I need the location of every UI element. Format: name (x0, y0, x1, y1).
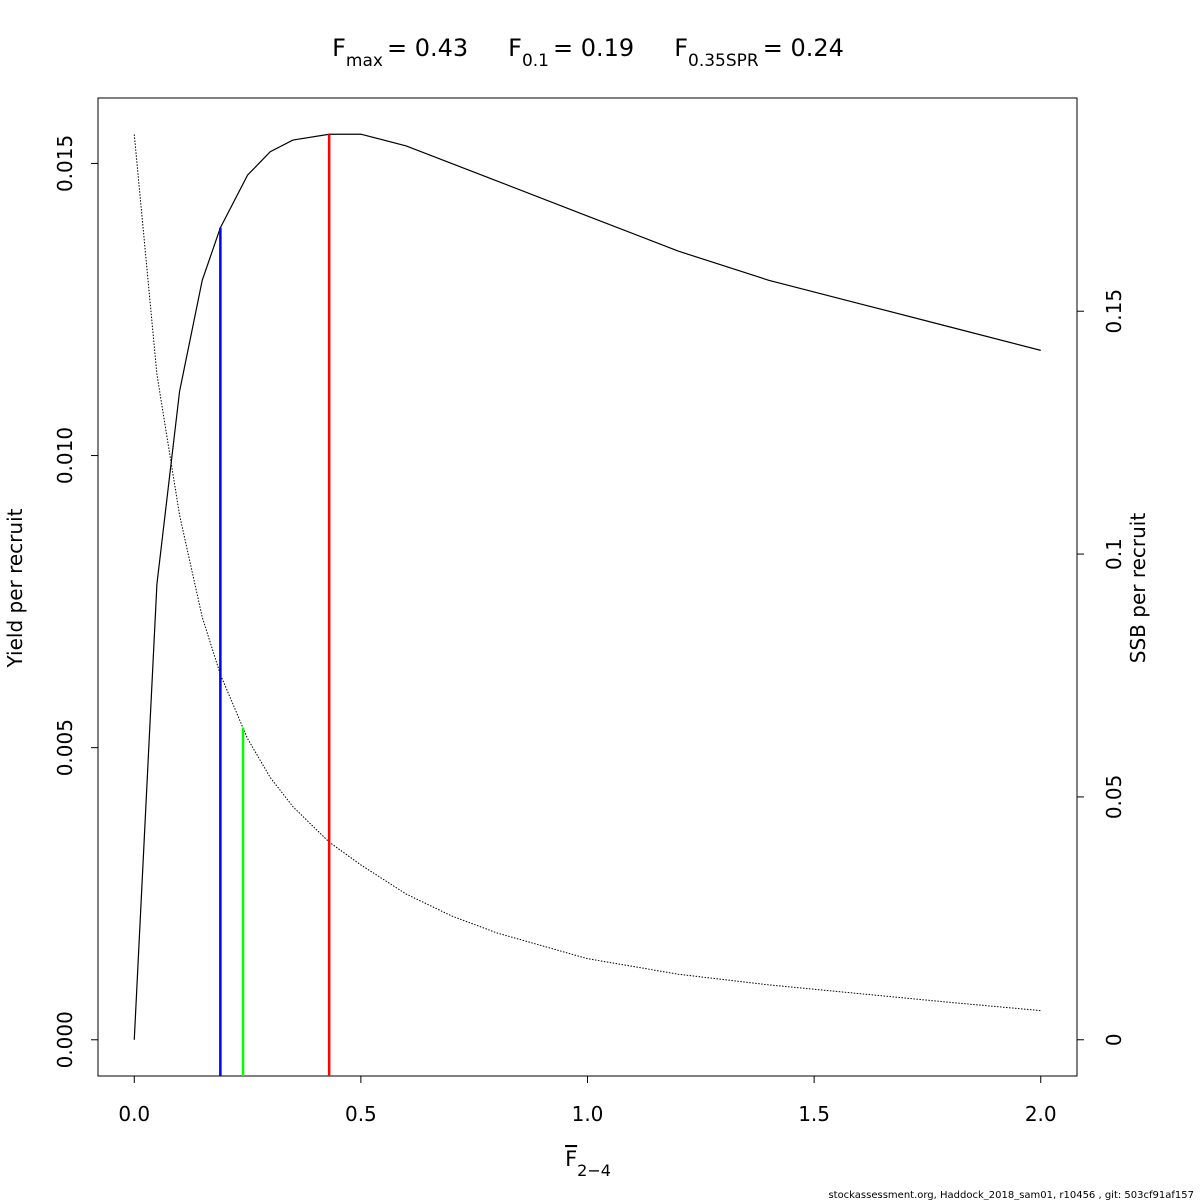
y-axis-title: Yield per recruit (3, 508, 27, 668)
chart-title: Fmax = 0.43 F0.1 = 0.19 F0.35SPR = 0.24 (332, 34, 844, 71)
y2-tick-label: 0.15 (1102, 289, 1126, 334)
title-symbol: F (508, 34, 522, 62)
x-tick-label: 1.5 (798, 1102, 830, 1126)
x-axis-subscript: 2−4 (577, 1161, 611, 1180)
x-tick-label: 0.5 (345, 1102, 377, 1126)
title-value: = 0.43 (387, 34, 468, 62)
title-symbol: F (674, 34, 688, 62)
y2-tick-label: 0 (1102, 1033, 1126, 1046)
footer: stockassessment.org, Haddock_2018_sam01,… (828, 1190, 1194, 1200)
y2-tick-label: 0.05 (1102, 775, 1126, 820)
title-symbol: F (332, 34, 346, 62)
title-value: = 0.19 (553, 34, 634, 62)
y-tick-label: 0.010 (53, 427, 77, 484)
y-tick-label: 0.005 (53, 719, 77, 776)
series-line (133, 133, 1041, 1040)
y2-axis-title: SSB per recruit (1126, 513, 1150, 664)
x-tick-label: 0.0 (118, 1102, 150, 1126)
x-tick-label: 1.0 (572, 1102, 604, 1126)
title-subscript: max (346, 51, 383, 71)
title-subscript: 0.35SPR (688, 51, 759, 71)
title-value: = 0.24 (763, 34, 844, 62)
y-tick-label: 0.015 (53, 135, 77, 192)
y-tick-label: 0.000 (53, 1011, 77, 1068)
y2-tick-label: 0.1 (1102, 538, 1126, 570)
series-line (133, 134, 1041, 1012)
title-subscript: 0.1 (522, 51, 549, 71)
x-tick-label: 2.0 (1025, 1102, 1057, 1126)
x-axis-symbol: F (565, 1147, 577, 1171)
x-axis-title: F2−4 (565, 1147, 611, 1180)
plot-frame (97, 97, 1078, 1077)
